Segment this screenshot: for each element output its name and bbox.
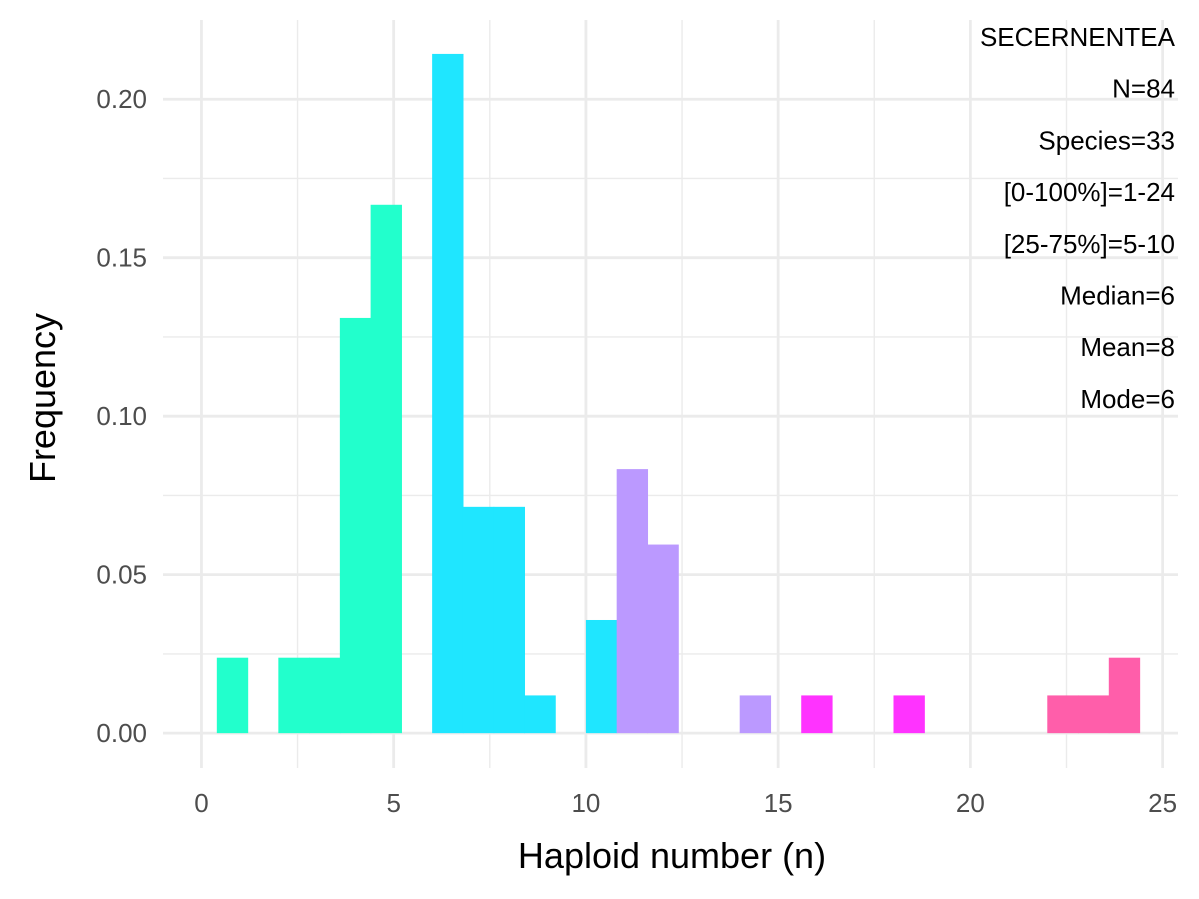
annotation-line: Species=33 — [1038, 125, 1175, 155]
histogram-bar — [216, 657, 249, 734]
histogram-bar — [278, 657, 310, 734]
y-tick-label: 0.05 — [96, 560, 147, 590]
y-tick-label: 0.15 — [96, 243, 147, 273]
x-tick-label: 5 — [386, 788, 400, 818]
histogram-bars — [216, 53, 1141, 734]
histogram-bar — [493, 506, 526, 734]
histogram-bar — [585, 619, 618, 734]
y-tick-label: 0.20 — [96, 84, 147, 114]
histogram-bar — [524, 695, 556, 734]
x-tick-label: 10 — [571, 788, 600, 818]
annotation-line: Mean=8 — [1080, 332, 1175, 362]
histogram-bar — [1108, 657, 1141, 734]
annotation-line: SECERNENTEA — [980, 22, 1176, 52]
histogram-bar — [893, 695, 925, 734]
x-tick-label: 15 — [764, 788, 793, 818]
histogram-bar — [339, 317, 372, 734]
histogram-bar — [462, 506, 495, 734]
annotation-line: N=84 — [1112, 74, 1175, 104]
x-axis-tick-labels: 0 5 10 15 20 25 — [194, 788, 1177, 818]
annotation-line: Median=6 — [1060, 281, 1175, 311]
y-axis-title: Frequency — [22, 313, 63, 483]
y-axis-tick-labels: 0.00 0.05 0.10 0.15 0.20 — [96, 84, 147, 748]
histogram-bar — [1047, 695, 1079, 734]
y-tick-label: 0.00 — [96, 718, 147, 748]
histogram-bar — [370, 204, 402, 734]
histogram-bar — [309, 657, 341, 734]
annotation-line: [25-75%]=5-10 — [1004, 229, 1175, 259]
summary-annotations: SECERNENTEA N=84 Species=33 [0-100%]=1-24 [2… — [980, 22, 1176, 414]
x-axis-title: Haploid number (n) — [518, 835, 826, 876]
x-tick-label: 25 — [1148, 788, 1177, 818]
histogram-bar — [739, 695, 772, 734]
histogram-bar — [647, 544, 679, 734]
histogram-bar — [1078, 695, 1110, 734]
annotation-line: Mode=6 — [1080, 384, 1175, 414]
x-tick-label: 20 — [956, 788, 985, 818]
histogram-bar — [616, 469, 649, 734]
annotation-line: [0-100%]=1-24 — [1004, 177, 1175, 207]
histogram-bar — [801, 695, 833, 734]
y-tick-label: 0.10 — [96, 401, 147, 431]
histogram-bar — [432, 53, 464, 734]
x-tick-label: 0 — [194, 788, 208, 818]
